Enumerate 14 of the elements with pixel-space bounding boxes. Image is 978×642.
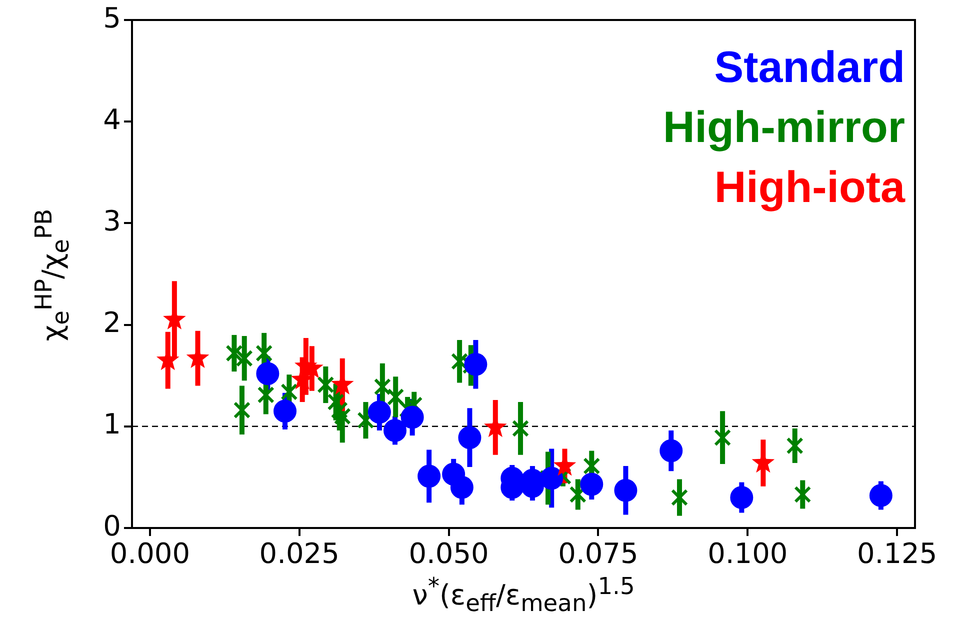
y-tick-label: 1 [103, 408, 121, 441]
x-axis-title: ν$^{*}$(ε$_{eff}$/ε$_{mean}$)$^{1.5}$ [411, 572, 636, 617]
y-tick-label: 5 [103, 1, 121, 34]
text: Standard [714, 43, 905, 92]
x-tick-label: 0.075 [558, 537, 638, 570]
y-tick-label: 2 [103, 306, 121, 340]
x-tick-label: 0.050 [408, 537, 489, 570]
text: High-iota [714, 163, 906, 212]
x-tick-label: 0.100 [708, 537, 788, 570]
text: High-mirror [663, 103, 905, 152]
y-tick-label: 4 [103, 102, 121, 136]
y-tick-label: 3 [103, 204, 121, 238]
x-tick-label: 0.125 [856, 537, 938, 570]
x-tick-label: 0.025 [259, 537, 340, 570]
